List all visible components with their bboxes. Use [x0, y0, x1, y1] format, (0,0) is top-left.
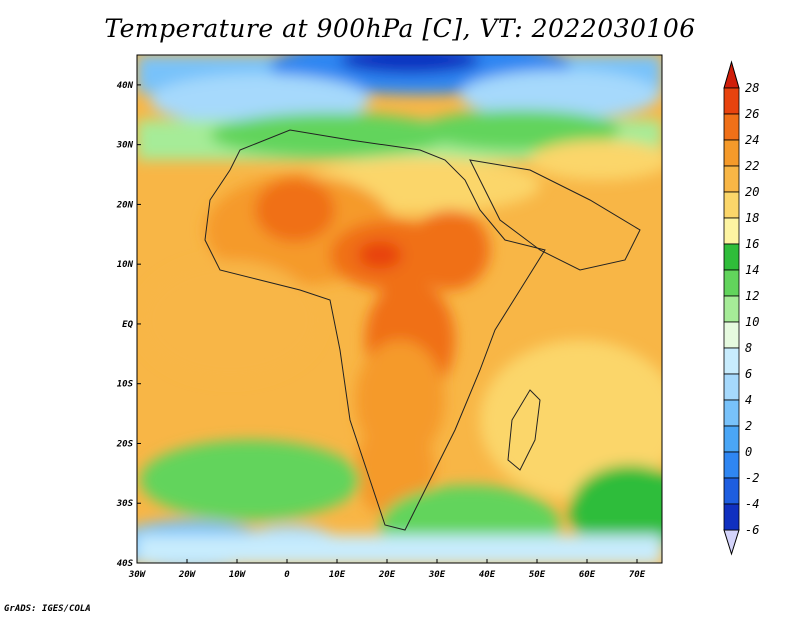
colorbar-label: -4: [745, 497, 759, 511]
colorbar-label: 20: [745, 185, 759, 199]
colorbar-over-triangle: [723, 60, 740, 89]
lat-tick-label: 20S: [116, 439, 134, 449]
lat-tick-label: 30N: [116, 141, 134, 151]
colorbar-under-triangle: [723, 529, 740, 556]
colorbar-label: 14: [745, 263, 759, 277]
lon-tick-label: 10E: [329, 570, 346, 580]
madagascar-coastline: [507, 389, 541, 471]
colorbar-swatch: [723, 269, 740, 297]
lon-tick-label: 20W: [178, 570, 197, 580]
colorbar-swatch: [723, 295, 740, 323]
lat-tick-label: EQ: [122, 320, 133, 330]
africa-coastline: [204, 129, 546, 531]
colorbar-label: -2: [745, 471, 759, 485]
lat-tick-label: 40N: [117, 81, 134, 91]
colorbar-swatch: [723, 87, 740, 115]
colorbar-swatch: [723, 347, 740, 375]
lat-axis: 40N 30N 20N 10N EQ 10S 20S 30S 40S: [116, 81, 141, 569]
colorbar-label: 6: [745, 367, 752, 381]
lon-tick-label: 30W: [128, 570, 147, 580]
colorbar-swatch: [723, 451, 740, 479]
colorbar-swatch: [723, 425, 740, 453]
lat-tick-label: 10S: [117, 380, 134, 390]
colorbar-swatch: [723, 165, 740, 193]
map-title: Temperature at 900hPa [C], VT: 202203010…: [104, 14, 696, 43]
lon-tick-label: 40E: [479, 570, 496, 580]
colorbar-label: 22: [745, 159, 759, 173]
colorbar-label: 4: [745, 393, 752, 407]
colorbar-label: 8: [745, 341, 752, 355]
colorbar-label: 28: [745, 81, 759, 95]
lon-tick-label: 50E: [529, 570, 546, 580]
colorbar-label: 0: [745, 445, 752, 459]
lon-axis: 30W 20W 10W 0 10E 20E 30E 40E 50E 60E 70E: [128, 559, 646, 580]
colorbar-swatch: [723, 139, 740, 167]
colorbar-label: 2: [745, 419, 752, 433]
lon-tick-label: 70E: [629, 570, 646, 580]
colorbar-label: 10: [745, 315, 759, 329]
colorbar-label: 26: [745, 107, 759, 121]
lon-tick-label: 20E: [378, 570, 396, 580]
colorbar-label: -6: [745, 523, 759, 537]
temperature-field: [137, 55, 662, 563]
colorbar-swatch: [723, 477, 740, 505]
colorbar-swatch: [723, 113, 740, 141]
lon-tick-label: 10W: [229, 570, 247, 580]
colorbar-label: 12: [745, 289, 759, 303]
colorbar-label: 24: [745, 133, 759, 147]
colorbar-label: 18: [745, 211, 759, 225]
plot-frame: [136, 54, 663, 564]
colorbar-swatch: [723, 399, 740, 427]
colorbar-swatch: [723, 243, 740, 271]
colorbar-label: 16: [745, 237, 759, 251]
grads-credit: GrADS: IGES/COLA: [4, 604, 91, 614]
lon-tick-label: 0: [284, 570, 290, 580]
lat-tick-label: 40S: [117, 559, 134, 569]
colorbar-swatch: [723, 217, 740, 245]
lat-tick-label: 10N: [117, 260, 134, 270]
colorbar-swatch: [723, 373, 740, 401]
lon-tick-label: 30E: [428, 570, 446, 580]
colorbar-swatch: [723, 503, 740, 531]
colorbar-swatch: [723, 321, 740, 349]
arabia-coastline: [469, 159, 641, 271]
lon-tick-label: 60E: [579, 570, 596, 580]
lat-tick-label: 30S: [116, 499, 134, 509]
lat-tick-label: 20N: [116, 200, 134, 210]
colorbar-swatch: [723, 191, 740, 219]
